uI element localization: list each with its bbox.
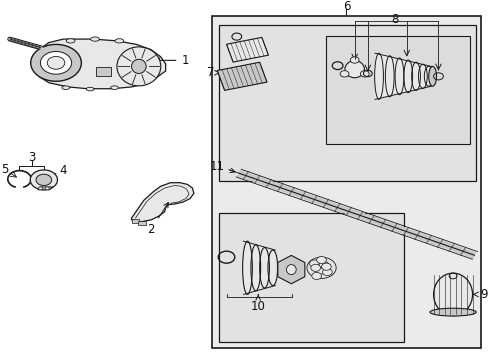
Circle shape	[349, 57, 358, 63]
Ellipse shape	[131, 59, 146, 73]
Circle shape	[360, 71, 368, 77]
Text: 5: 5	[1, 163, 9, 176]
Ellipse shape	[110, 86, 118, 89]
Wedge shape	[16, 185, 23, 188]
Bar	[326, 36, 469, 144]
Text: 10: 10	[250, 295, 265, 314]
Text: 2: 2	[147, 203, 168, 236]
Bar	[96, 67, 111, 76]
Circle shape	[322, 269, 331, 276]
Circle shape	[30, 170, 58, 190]
Bar	[219, 213, 404, 342]
Ellipse shape	[433, 273, 471, 316]
Ellipse shape	[90, 37, 99, 41]
Circle shape	[316, 256, 326, 264]
Circle shape	[39, 187, 42, 190]
Ellipse shape	[286, 265, 296, 275]
Ellipse shape	[66, 39, 75, 43]
Ellipse shape	[428, 66, 436, 86]
Text: 3: 3	[28, 151, 35, 164]
Text: 8: 8	[390, 13, 398, 26]
Circle shape	[321, 263, 330, 270]
Circle shape	[36, 174, 52, 185]
Circle shape	[311, 273, 321, 279]
Circle shape	[310, 264, 320, 271]
Polygon shape	[38, 187, 53, 190]
Circle shape	[309, 260, 319, 267]
Text: 1: 1	[155, 54, 188, 67]
Polygon shape	[34, 39, 165, 89]
Text: 6: 6	[342, 0, 349, 13]
Circle shape	[41, 51, 71, 74]
Text: 4: 4	[60, 164, 67, 177]
Ellipse shape	[115, 39, 123, 43]
Polygon shape	[243, 241, 275, 294]
Circle shape	[31, 44, 81, 81]
Circle shape	[47, 57, 65, 69]
Text: 7: 7	[206, 66, 220, 79]
Bar	[226, 37, 268, 62]
Ellipse shape	[86, 87, 94, 91]
Circle shape	[319, 261, 328, 269]
Polygon shape	[277, 255, 304, 284]
Ellipse shape	[117, 47, 161, 86]
Circle shape	[315, 267, 325, 274]
Circle shape	[340, 71, 348, 77]
Ellipse shape	[429, 308, 475, 316]
Circle shape	[45, 187, 49, 190]
Text: 11: 11	[209, 159, 235, 173]
Bar	[138, 221, 146, 225]
Bar	[219, 25, 475, 181]
Ellipse shape	[344, 61, 364, 78]
Bar	[211, 16, 480, 348]
Text: 9: 9	[473, 288, 487, 301]
Bar	[217, 62, 266, 90]
Polygon shape	[374, 53, 430, 99]
Polygon shape	[131, 183, 194, 222]
Bar	[131, 219, 139, 223]
Ellipse shape	[62, 86, 69, 89]
